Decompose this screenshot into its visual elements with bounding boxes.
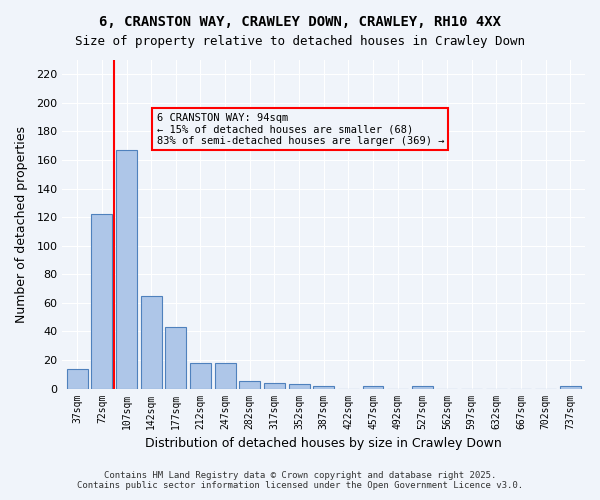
Bar — [313, 386, 334, 388]
Bar — [190, 363, 211, 388]
Bar — [67, 368, 88, 388]
Bar — [560, 386, 581, 388]
Bar — [239, 382, 260, 388]
Bar — [141, 296, 161, 388]
Bar — [264, 383, 285, 388]
Bar — [362, 386, 383, 388]
Bar — [116, 150, 137, 388]
Bar — [215, 363, 236, 388]
Text: Contains HM Land Registry data © Crown copyright and database right 2025.
Contai: Contains HM Land Registry data © Crown c… — [77, 470, 523, 490]
Bar — [289, 384, 310, 388]
Y-axis label: Number of detached properties: Number of detached properties — [15, 126, 28, 323]
Bar — [91, 214, 112, 388]
Text: Size of property relative to detached houses in Crawley Down: Size of property relative to detached ho… — [75, 35, 525, 48]
Bar — [166, 327, 187, 388]
X-axis label: Distribution of detached houses by size in Crawley Down: Distribution of detached houses by size … — [145, 437, 502, 450]
Text: 6 CRANSTON WAY: 94sqm
← 15% of detached houses are smaller (68)
83% of semi-deta: 6 CRANSTON WAY: 94sqm ← 15% of detached … — [157, 112, 444, 146]
Text: 6, CRANSTON WAY, CRAWLEY DOWN, CRAWLEY, RH10 4XX: 6, CRANSTON WAY, CRAWLEY DOWN, CRAWLEY, … — [99, 15, 501, 29]
Bar — [412, 386, 433, 388]
